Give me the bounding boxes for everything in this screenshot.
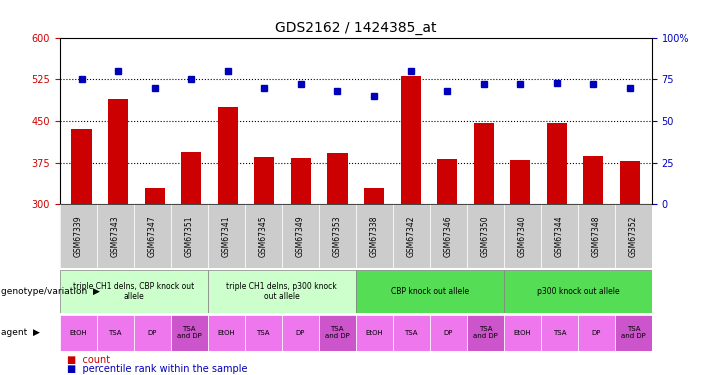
Bar [291,158,311,204]
Text: TSA
and DP: TSA and DP [473,326,498,339]
Bar [393,204,430,268]
Bar [547,123,567,204]
Text: GSM67353: GSM67353 [333,215,342,257]
Text: GSM67339: GSM67339 [74,215,83,257]
Text: TSA
and DP: TSA and DP [325,326,350,339]
Bar [245,315,282,351]
Bar [430,315,467,351]
Bar [319,315,355,351]
Text: triple CH1 delns, p300 knock
out allele: triple CH1 delns, p300 knock out allele [226,282,337,301]
Text: triple CH1 delns, CBP knock out
allele: triple CH1 delns, CBP knock out allele [73,282,194,301]
Bar [218,107,238,204]
Bar [97,204,134,268]
Text: GSM67348: GSM67348 [592,216,601,257]
Text: TSA: TSA [109,330,122,336]
Bar [578,204,615,268]
Text: DP: DP [444,330,453,336]
Bar [578,315,615,351]
Bar [620,161,640,204]
Text: GSM67347: GSM67347 [148,215,156,257]
Text: ■  percentile rank within the sample: ■ percentile rank within the sample [67,363,247,374]
Bar [60,270,207,313]
Bar [583,156,604,204]
Bar [541,315,578,351]
Text: GSM67345: GSM67345 [259,215,268,257]
Text: agent  ▶: agent ▶ [1,328,39,338]
Bar [60,204,97,268]
Text: GSM67352: GSM67352 [629,216,638,257]
Bar [467,204,504,268]
Bar [72,129,92,204]
Bar [355,270,504,313]
Text: TSA
and DP: TSA and DP [621,326,646,339]
Bar [615,315,652,351]
Bar [97,315,134,351]
Bar [504,270,652,313]
Bar [245,204,282,268]
Bar [319,204,355,268]
Text: ■  count: ■ count [67,354,110,364]
Bar [430,204,467,268]
Bar [134,204,170,268]
Bar [170,315,207,351]
Bar [615,204,652,268]
Bar [437,159,457,204]
Text: GSM67338: GSM67338 [369,216,379,257]
Text: GSM67351: GSM67351 [184,216,193,257]
Text: p300 knock out allele: p300 knock out allele [536,287,619,296]
Text: GSM67343: GSM67343 [111,215,120,257]
Text: GSM67341: GSM67341 [222,216,231,257]
Bar [254,157,274,204]
Bar [144,188,165,204]
Bar [400,76,421,204]
Text: GSM67342: GSM67342 [407,216,416,257]
Text: EtOH: EtOH [217,330,235,336]
Bar [181,152,201,204]
Text: EtOH: EtOH [365,330,383,336]
Text: DP: DP [296,330,305,336]
Bar [207,204,245,268]
Bar [467,315,504,351]
Text: CBP knock out allele: CBP knock out allele [390,287,469,296]
Bar [170,204,207,268]
Text: TSA: TSA [404,330,418,336]
Bar [510,160,531,204]
Text: GSM67349: GSM67349 [296,215,305,257]
Text: GSM67344: GSM67344 [555,215,564,257]
Text: TSA: TSA [257,330,270,336]
Bar [504,315,541,351]
Text: TSA: TSA [552,330,566,336]
Bar [355,204,393,268]
Text: DP: DP [147,330,157,336]
Bar [108,99,128,204]
Bar [327,153,348,204]
Text: EtOH: EtOH [513,330,531,336]
Bar [282,315,319,351]
Text: EtOH: EtOH [69,330,87,336]
Bar [60,315,97,351]
Bar [134,315,170,351]
Text: TSA
and DP: TSA and DP [177,326,201,339]
Bar [364,188,384,204]
Bar [282,204,319,268]
Bar [541,204,578,268]
Bar [393,315,430,351]
Text: GSM67346: GSM67346 [444,215,453,257]
Text: genotype/variation  ▶: genotype/variation ▶ [1,287,100,296]
Text: DP: DP [592,330,601,336]
Text: GSM67350: GSM67350 [481,215,490,257]
Text: GSM67340: GSM67340 [518,215,527,257]
Title: GDS2162 / 1424385_at: GDS2162 / 1424385_at [275,21,437,35]
Bar [355,315,393,351]
Bar [207,315,245,351]
Bar [474,123,494,204]
Bar [207,270,355,313]
Bar [504,204,541,268]
